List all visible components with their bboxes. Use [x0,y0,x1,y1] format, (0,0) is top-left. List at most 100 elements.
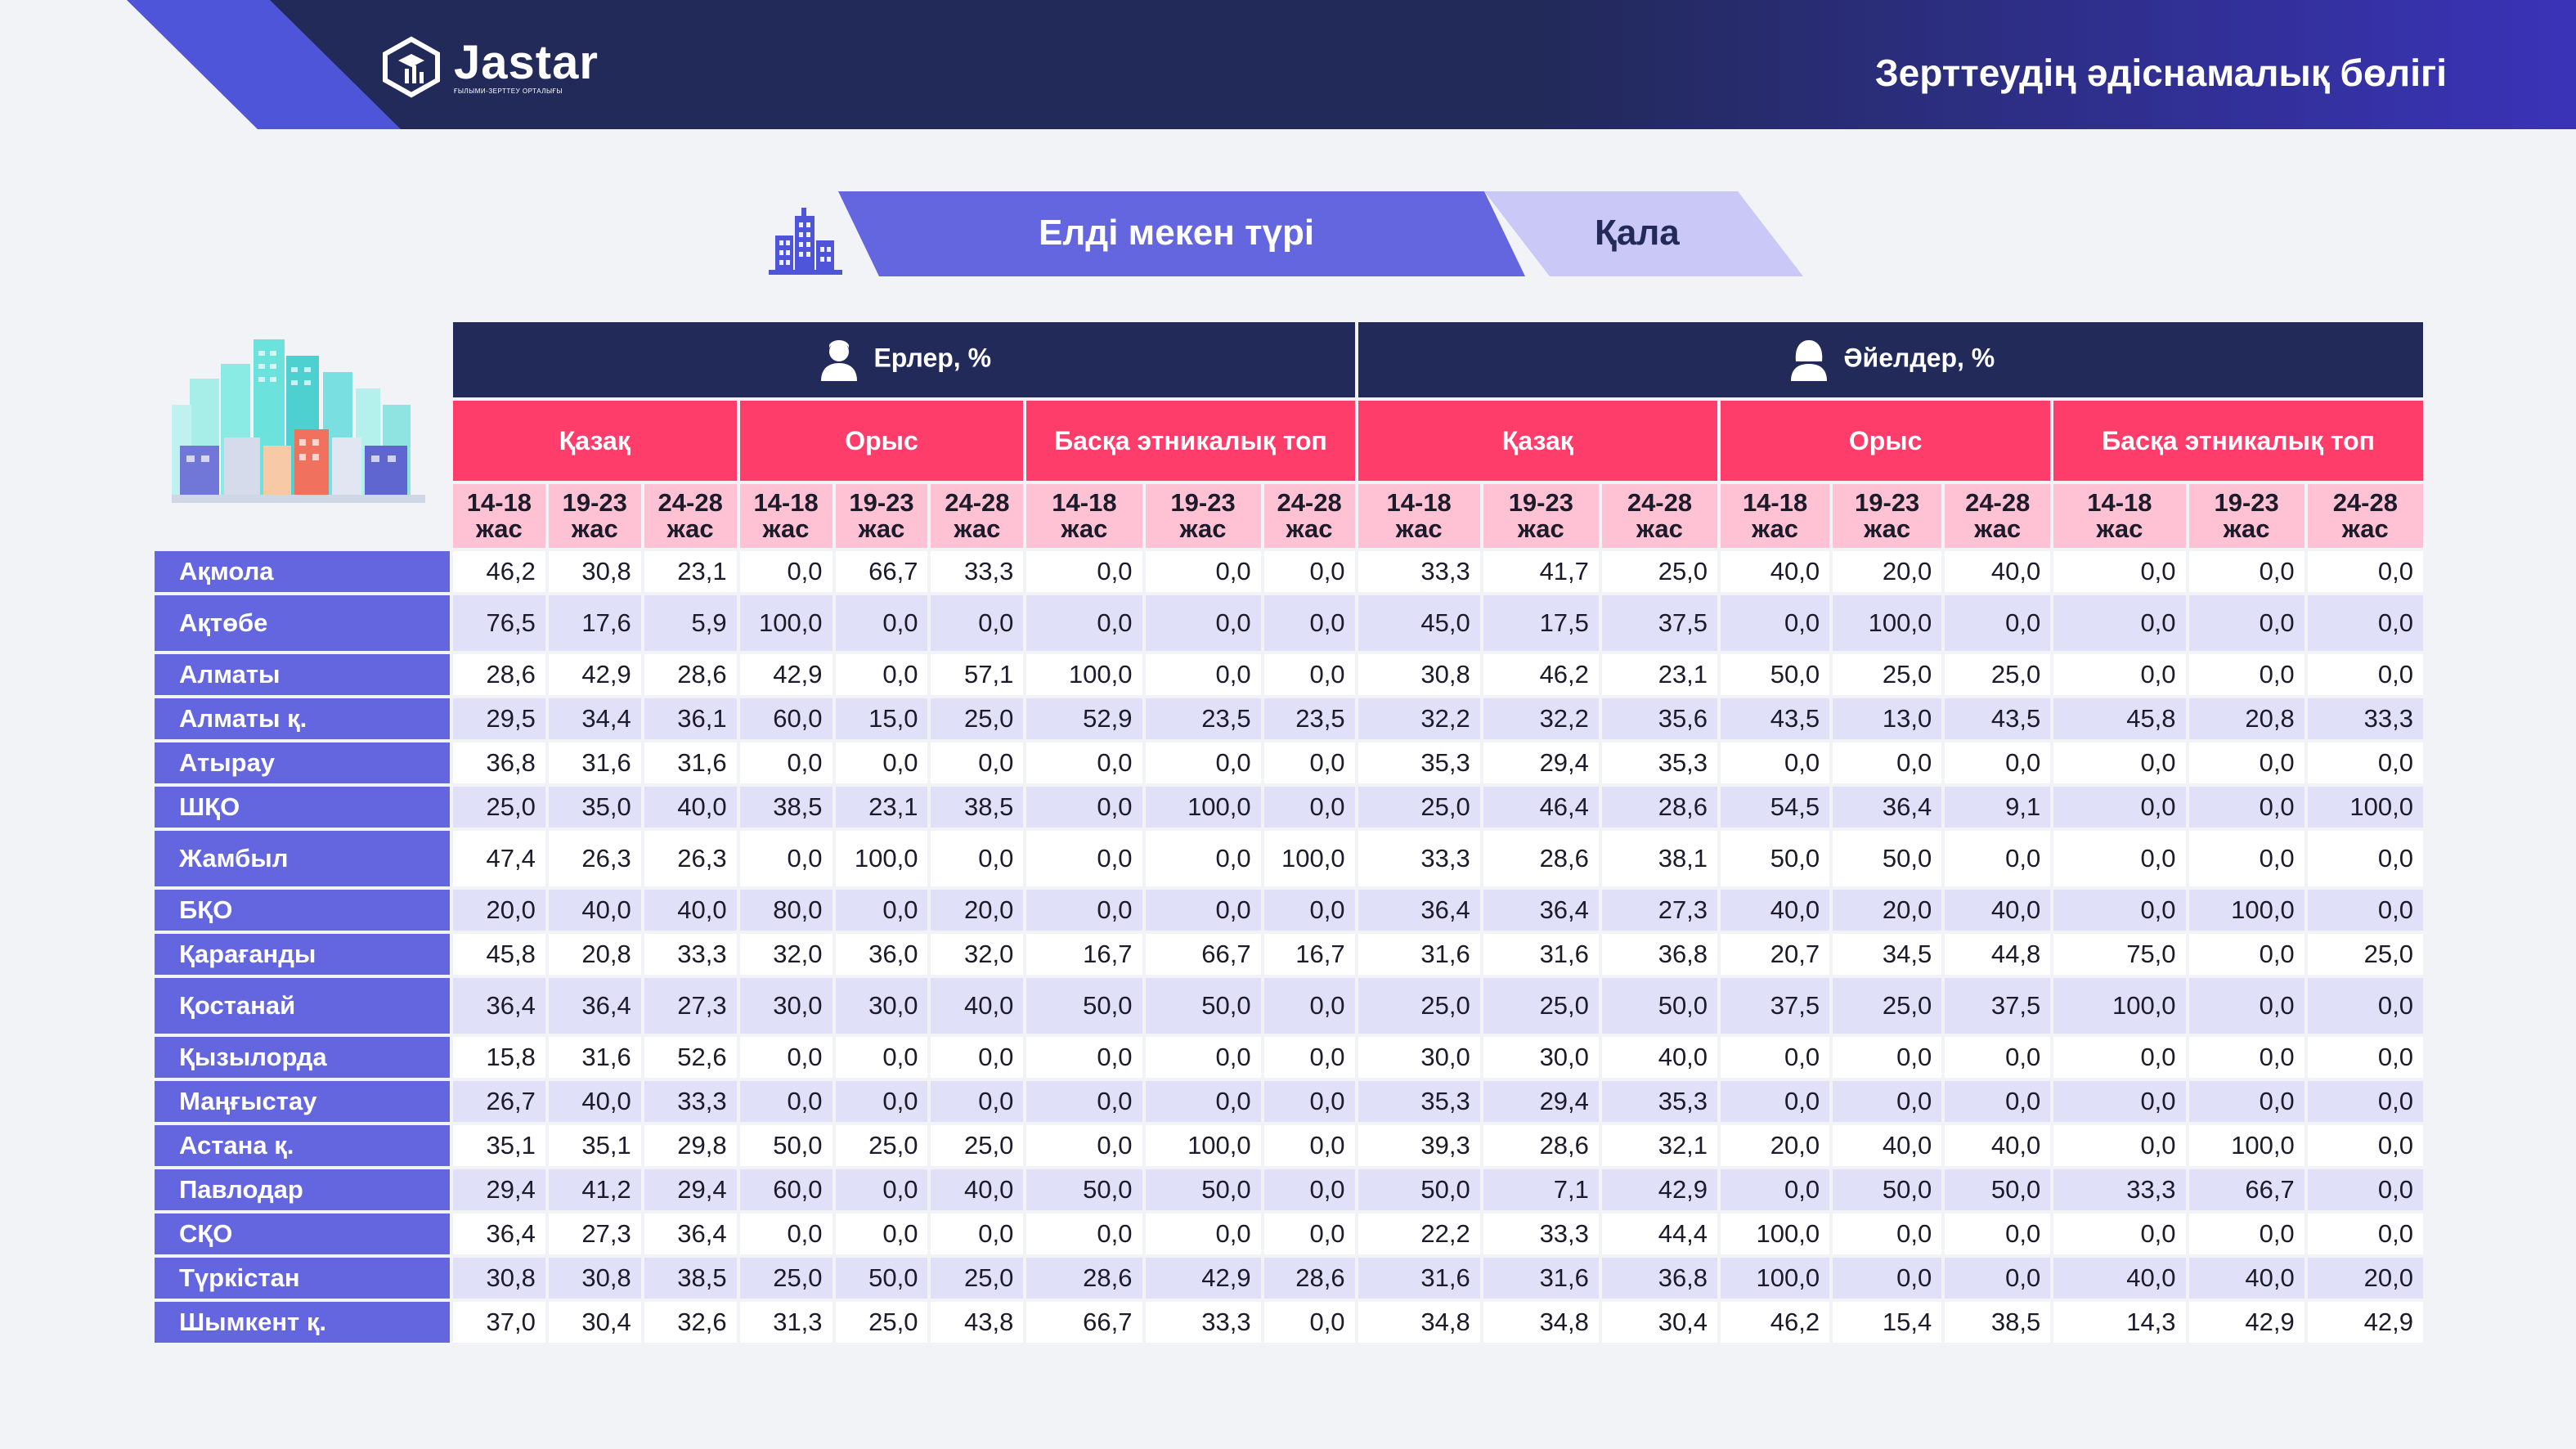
table-cell: 0,0 [1026,1125,1142,1166]
table-cell: 34,8 [1483,1302,1599,1343]
table-cell: 25,0 [931,1125,1024,1166]
table-cell: 0,0 [1945,595,2051,651]
region-name: Атырау [155,742,450,783]
table-cell: 0,0 [1263,1213,1355,1254]
table-cell: 0,0 [2188,934,2304,975]
age-header: 19-23 жас [835,484,928,548]
group-header: Басқа этникалық топ [1026,401,1355,481]
table-cell: 17,6 [548,595,641,651]
table-cell: 41,2 [548,1169,641,1210]
age-unit: жас [1864,514,1911,543]
table-cell: 33,3 [2053,1169,2186,1210]
table-cell: 0,0 [2188,654,2304,695]
table-cell: 100,0 [1026,654,1142,695]
table-cell: 26,3 [644,831,737,886]
table-cell: 0,0 [1145,595,1261,651]
table-cell: 50,0 [739,1125,832,1166]
table-cell: 0,0 [2188,831,2304,886]
table-row: Жамбыл 47,4 26,3 26,3 0,0 100,0 0,0 0,0 0,0 100,0… [155,831,2423,886]
table-cell: 46,2 [1721,1302,1830,1343]
age-unit: жас [571,514,618,543]
table-row: Маңғыстау 26,7 40,0 33,3 0,0 0,0 0,0 0,0 0,0 0,0 3… [155,1081,2423,1122]
table-row: СҚО 36,4 27,3 36,4 0,0 0,0 0,0 0,0 0,0 0,0 22,2 33,… [155,1213,2423,1254]
table-cell: 0,0 [1026,595,1142,651]
city-buildings-icon [769,208,842,275]
table-cell: 25,0 [2307,934,2423,975]
table-cell: 0,0 [1263,787,1355,828]
table-cell: 28,6 [452,654,545,695]
table-cell: 33,3 [2307,698,2423,739]
table-cell: 0,0 [739,1037,832,1078]
table-cell: 25,0 [739,1258,832,1299]
table-cell: 0,0 [1145,1213,1261,1254]
table-cell: 0,0 [1145,1081,1261,1122]
table-cell: 35,6 [1601,698,1718,739]
page-title: Зерттеудің әдіснамалық бөлігі [1874,52,2447,94]
table-cell: 0,0 [1026,551,1142,592]
table-cell: 15,4 [1833,1302,1942,1343]
region-name: Қарағанды [155,934,450,975]
age-header: 19-23 жас [548,484,641,548]
region-name: Астана қ. [155,1125,450,1166]
table-cell: 23,5 [1263,698,1355,739]
table-cell: 0,0 [1833,1213,1942,1254]
table-cell: 45,0 [1358,595,1480,651]
age-range: 24-28 [1965,488,2031,517]
table-cell: 75,0 [2053,934,2186,975]
table-cell: 20,8 [2188,698,2304,739]
table-row: Ақмола 46,2 30,8 23,1 0,0 66,7 33,3 0,0 0,0 0,0 33… [155,551,2423,592]
table-cell: 42,9 [1601,1169,1718,1210]
table-cell: 29,4 [644,1169,737,1210]
table-cell: 23,1 [644,551,737,592]
table-cell: 0,0 [2307,1081,2423,1122]
region-name: Қостанай [155,978,450,1034]
table-cell: 25,0 [1833,978,1942,1034]
age-header: 14-18 жас [452,484,545,548]
age-unit: жас [1286,514,1333,543]
group-header: Орыс [1721,401,2051,481]
table-cell: 33,3 [644,934,737,975]
age-header: 24-28 жас [1945,484,2051,548]
table-cell: 0,0 [1263,1081,1355,1122]
table-cell: 27,3 [644,978,737,1034]
table-cell: 0,0 [1833,1081,1942,1122]
region-name: Алматы [155,654,450,695]
age-range: 19-23 [1508,488,1573,517]
table-cell: 0,0 [2307,1125,2423,1166]
table-cell: 31,6 [548,742,641,783]
table-cell: 0,0 [2188,551,2304,592]
table-cell: 29,4 [452,1169,545,1210]
male-person-icon [821,340,858,381]
table-row: ШҚО 25,0 35,0 40,0 38,5 23,1 38,5 0,0 100,0 0,0 25… [155,787,2423,828]
table-cell: 5,9 [644,595,737,651]
table-cell: 0,0 [1145,654,1261,695]
table-row: Алматы 28,6 42,9 28,6 42,9 0,0 57,1 100,0 0,0 0,0… [155,654,2423,695]
age-range: 14-18 [1052,488,1117,517]
table-cell: 0,0 [1945,1258,2051,1299]
table-cell: 0,0 [1721,1081,1830,1122]
table-cell: 0,0 [2053,742,2186,783]
table-cell: 0,0 [931,742,1024,783]
table-cell: 0,0 [1145,831,1261,886]
table-cell: 0,0 [1145,551,1261,592]
table-cell: 50,0 [1026,1169,1142,1210]
table-cell: 23,1 [1601,654,1718,695]
table-cell: 0,0 [1263,1169,1355,1210]
age-header: 19-23 жас [1833,484,1942,548]
table-row: Қарағанды 45,8 20,8 33,3 32,0 36,0 32,0 16,7 66,… [155,934,2423,975]
table-cell: 0,0 [739,831,832,886]
table-cell: 0,0 [1945,1081,2051,1122]
table-cell: 43,5 [1721,698,1830,739]
table-cell: 50,0 [835,1258,928,1299]
table-cell: 35,3 [1358,742,1480,783]
city-skyline-illustration [172,339,425,503]
table-cell: 30,0 [739,978,832,1034]
table-cell: 46,2 [1483,654,1599,695]
table-cell: 36,4 [452,978,545,1034]
age-header: 19-23 жас [1145,484,1261,548]
table-cell: 34,4 [548,698,641,739]
age-header: 14-18 жас [739,484,832,548]
table-cell: 40,0 [931,978,1024,1034]
age-unit: жас [475,514,523,543]
table-cell: 0,0 [835,890,928,931]
